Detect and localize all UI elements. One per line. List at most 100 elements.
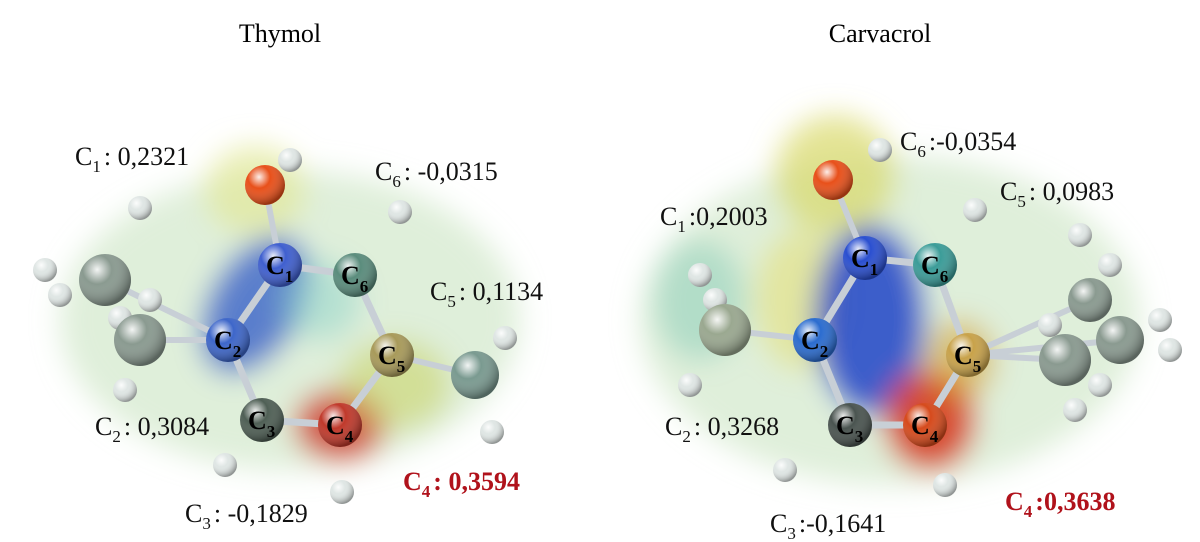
charge-label: C2: 0,3268 <box>665 412 779 446</box>
atom-element: C <box>378 341 397 370</box>
atom-element: C <box>836 411 855 440</box>
charge-index: 2 <box>682 427 691 446</box>
atom-index: 6 <box>940 267 949 286</box>
charge-value: :0,3638 <box>1035 487 1115 516</box>
atom-element: C <box>341 261 360 290</box>
charge-element: C <box>770 509 787 538</box>
carbon-shade <box>1068 278 1112 322</box>
charge-value: :-0,1641 <box>799 509 886 538</box>
charge-value: : 0,3084 <box>124 412 209 441</box>
carbon-shade <box>699 304 751 356</box>
charge-index: 5 <box>1017 192 1026 211</box>
atom-index: 5 <box>973 357 982 376</box>
charge-value: :0,2003 <box>689 202 768 231</box>
hydrogen-shade <box>33 258 57 282</box>
atom-element: C <box>214 326 233 355</box>
charge-index: 2 <box>112 427 121 446</box>
hydrogen-shade <box>388 200 412 224</box>
hydrogen-shade <box>128 196 152 220</box>
charge-value: : 0,3594 <box>433 467 520 496</box>
charge-index: 4 <box>422 482 431 501</box>
charge-label: C6: -0,0315 <box>375 157 498 191</box>
atom-index: 1 <box>870 260 879 279</box>
hydrogen-shade <box>1068 223 1092 247</box>
charge-label: C4:0,3638 <box>1005 487 1115 521</box>
hydrogen-shade <box>1098 253 1122 277</box>
atom-element: C <box>326 411 345 440</box>
charge-value: : -0,1829 <box>214 499 308 528</box>
hydrogen-shade <box>868 138 892 162</box>
atom-element: C <box>851 244 870 273</box>
hydrogen-shade <box>688 263 712 287</box>
hydrogen-shade <box>773 458 797 482</box>
charge-value: : -0,0315 <box>404 157 498 186</box>
hydrogen-shade <box>493 326 517 350</box>
atom-element: C <box>954 341 973 370</box>
atom-element: C <box>248 406 267 435</box>
charge-element: C <box>403 467 422 496</box>
charge-index: 6 <box>392 172 401 191</box>
charge-index: 1 <box>677 217 686 236</box>
charge-index: 4 <box>1024 502 1033 521</box>
charge-value: : 0,2321 <box>104 142 189 171</box>
hydrogen-shade <box>933 473 957 497</box>
charge-label: C5: 0,1134 <box>430 277 543 311</box>
charge-element: C <box>430 277 447 306</box>
charge-element: C <box>75 142 92 171</box>
charge-value: :-0,0354 <box>929 127 1016 156</box>
hydrogen-shade <box>1148 308 1172 332</box>
carbon-shade <box>79 254 131 306</box>
hydrogen-shade <box>678 373 702 397</box>
carbon-shade <box>1096 316 1144 364</box>
hydrogen-shade <box>330 480 354 504</box>
charge-index: 5 <box>447 292 456 311</box>
atom-index: 2 <box>820 342 829 361</box>
hydrogen-shade <box>48 283 72 307</box>
hydrogen-shade <box>1158 338 1182 362</box>
charge-label: C5: 0,0983 <box>1000 177 1114 211</box>
hydrogen-shade <box>480 420 504 444</box>
carbon-shade <box>114 314 166 366</box>
panel-title: Carvacrol <box>829 19 932 48</box>
atom-element: C <box>921 251 940 280</box>
charge-element: C <box>375 157 392 186</box>
atom-index: 1 <box>285 267 294 286</box>
hydrogen-shade <box>1063 398 1087 422</box>
atom-element: C <box>911 411 930 440</box>
atom-index: 4 <box>345 427 354 446</box>
charge-element: C <box>665 412 682 441</box>
atom-element: C <box>801 326 820 355</box>
atom-index: 6 <box>360 277 369 296</box>
charge-index: 1 <box>92 157 101 176</box>
atom-index: 4 <box>930 427 939 446</box>
charge-element: C <box>1000 177 1017 206</box>
carbon-shade <box>1039 334 1091 386</box>
charge-element: C <box>660 202 677 231</box>
charge-value: : 0,1134 <box>459 277 543 306</box>
oxygen-shade <box>813 160 853 200</box>
oxygen-shade <box>245 165 285 205</box>
charge-value: : 0,3268 <box>694 412 779 441</box>
charge-label: C1:0,2003 <box>660 202 768 236</box>
charge-label: C6:-0,0354 <box>900 127 1016 161</box>
charge-element: C <box>1005 487 1024 516</box>
charge-index: 3 <box>202 514 211 533</box>
charge-label: C4: 0,3594 <box>403 467 520 501</box>
hydrogen-shade <box>1038 313 1062 337</box>
charge-label: C3: -0,1829 <box>185 499 308 533</box>
atom-index: 2 <box>233 342 242 361</box>
charge-element: C <box>900 127 917 156</box>
panel-title: Thymol <box>239 19 321 48</box>
figure: ThymolC1C6C5C4C3C2C1: 0,2321C6: -0,0315C… <box>0 0 1200 542</box>
hydrogen-shade <box>278 148 302 172</box>
hydrogen-shade <box>963 198 987 222</box>
charge-label: C1: 0,2321 <box>75 142 189 176</box>
charge-index: 6 <box>917 142 926 161</box>
hydrogen-shade <box>1088 373 1112 397</box>
charge-label: C3:-0,1641 <box>770 509 886 542</box>
charge-element: C <box>185 499 202 528</box>
carbon-shade <box>451 351 499 399</box>
charge-value: : 0,0983 <box>1029 177 1114 206</box>
atom-index: 3 <box>855 427 864 446</box>
atom-index: 3 <box>267 422 276 441</box>
